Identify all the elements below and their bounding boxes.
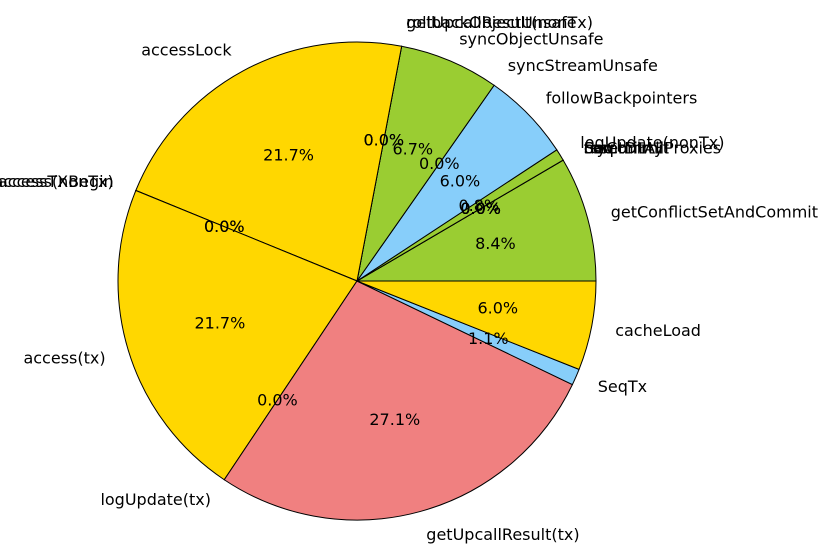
slice-label: tryCommit	[584, 139, 669, 158]
pie-slice-cacheload	[356, 280, 597, 370]
slice-label: Seq	[584, 139, 614, 158]
slice-percent-label: 0.0%	[460, 199, 501, 218]
slice-percent-label: 0.0%	[204, 217, 245, 236]
slice-label: getUpcallResult(nonTx)	[406, 13, 593, 32]
slice-percent-label: 27.1%	[369, 410, 420, 429]
slice-label: syncObjectUnsafe	[459, 29, 603, 48]
slice-label: syncStreamUnsafe	[508, 56, 658, 75]
slice-label: commitAllProxies	[584, 139, 721, 158]
slice-percent-label: 8.4%	[475, 234, 516, 253]
slice-percent-label: 0.0%	[460, 199, 501, 218]
slice-percent-label: 0.0%	[363, 131, 404, 150]
slice-label: accessTXBegin	[0, 172, 114, 191]
pie-slice-getupcallresult-tx	[223, 280, 573, 521]
slice-label: logUpdate(nonTx)	[580, 133, 724, 152]
slice-label: resetDirty	[584, 139, 664, 158]
slice-percent-label: 21.7%	[263, 146, 314, 165]
slice-percent-label: 0.0%	[460, 199, 501, 218]
slice-percent-label: 0.8%	[458, 196, 499, 215]
slice-percent-label: 6.0%	[440, 172, 481, 191]
slice-percent-label: 0.0%	[419, 154, 460, 173]
slice-percent-label: 6.7%	[392, 139, 433, 158]
slice-label: logUpdate(tx)	[100, 490, 211, 509]
slice-label: cacheLoad	[615, 321, 701, 340]
pie-slice-access-tx	[117, 190, 358, 481]
slice-label: SeqTx	[598, 377, 647, 396]
slice-percent-label: 0.0%	[460, 199, 501, 218]
slice-percent-label: 0.0%	[257, 391, 298, 410]
pie-slice-accesslock	[135, 41, 403, 282]
slice-label: followBackpointers	[546, 88, 698, 107]
slice-label: Seq	[584, 139, 614, 158]
slice-percent-label: 0.0%	[460, 199, 501, 218]
slice-percent-label: 21.7%	[194, 313, 245, 332]
slice-percent-label: 0.0%	[204, 217, 245, 236]
slice-label: accessLock	[141, 40, 232, 59]
slice-percent-label: 0.0%	[363, 131, 404, 150]
pie-slice-getconflictsetandcommit	[356, 159, 597, 282]
slices-layer	[117, 41, 597, 521]
slice-percent-label: 6.0%	[477, 299, 518, 318]
slice-label: getConflictSetAndCommit	[611, 203, 818, 222]
slice-percent-label: 1.1%	[468, 329, 509, 348]
slice-label: access(tx)	[23, 348, 105, 367]
labels-layer: getConflictSetAndCommit 8.4% tryCommit 0.0%…	[0, 13, 818, 544]
slice-label: getUpcallResult(tx)	[426, 525, 579, 544]
slice-label: rollbackObjectUnsafe	[406, 13, 577, 32]
slice-label: access(nonTx)	[0, 172, 114, 191]
